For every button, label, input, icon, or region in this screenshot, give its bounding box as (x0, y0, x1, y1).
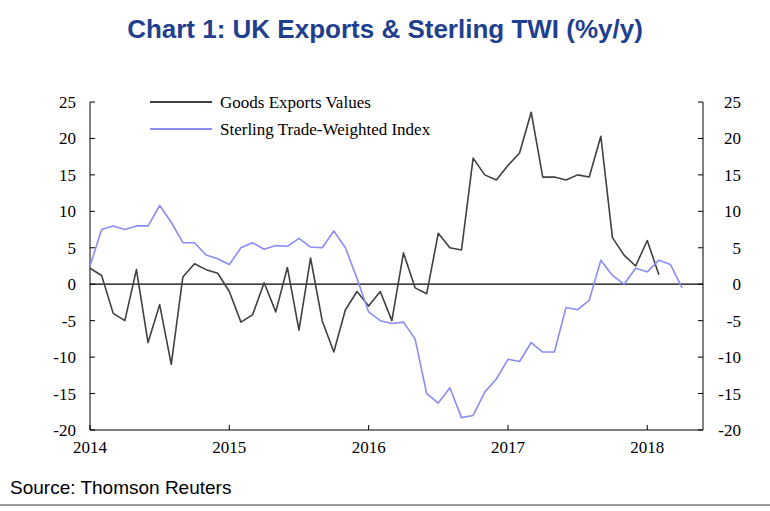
y-tick-label: 5 (68, 239, 77, 258)
y2-tick (698, 393, 703, 394)
y-tick-label: 0 (68, 275, 77, 294)
y-tick-label: 10 (59, 202, 76, 221)
chart: Chart 1: UK Exports & Sterling TWI (%y/y… (0, 0, 770, 511)
y-tick (90, 393, 95, 394)
series-line (90, 206, 682, 418)
title: Chart 1: UK Exports & Sterling TWI (%y/y… (127, 14, 643, 44)
plot-area (90, 112, 682, 417)
y2-tick (698, 357, 703, 358)
y2-tick (698, 211, 703, 212)
y2-tick-label: 15 (724, 166, 741, 185)
x-tick (368, 425, 369, 430)
x-tick (507, 425, 508, 430)
y-tick (90, 247, 95, 248)
y-tick-label: -5 (62, 312, 76, 331)
x-tick-label: 2018 (630, 438, 664, 457)
y-tick (90, 174, 95, 175)
y2-tick-label: 5 (733, 239, 742, 258)
legend-label: Sterling Trade-Weighted Index (220, 120, 431, 139)
y2-tick-label: 10 (724, 202, 741, 221)
y-tick-label: 20 (59, 129, 76, 148)
y-tick-label: 25 (59, 93, 76, 112)
y2-tick (698, 102, 703, 103)
x-tick-label: 2017 (491, 438, 526, 457)
x-tick (229, 425, 230, 430)
y-tick-label: 15 (59, 166, 76, 185)
y2-tick (698, 174, 703, 175)
y-tick-label: -15 (53, 385, 76, 404)
x-tick-label: 2016 (352, 438, 386, 457)
x-tick (90, 425, 91, 430)
x-axis-line (90, 430, 703, 431)
y2-tick-label: -10 (718, 348, 741, 367)
y2-tick-label: 25 (724, 93, 741, 112)
x-tick-label: 2014 (73, 438, 108, 457)
y2-tick (698, 138, 703, 139)
y-tick (90, 211, 95, 212)
legend-swatch (150, 128, 212, 130)
y-tick (90, 357, 95, 358)
chart-root: Chart 1: UK Exports & Sterling TWI (%y/y… (0, 0, 770, 511)
y2-axis-line (703, 102, 704, 430)
source: Source: Thomson Reuters (10, 477, 231, 498)
y2-tick (698, 247, 703, 248)
legend-label: Goods Exports Values (220, 93, 371, 112)
y2-tick (698, 430, 703, 431)
y-tick (90, 138, 95, 139)
y-tick (90, 102, 95, 103)
y2-tick (698, 320, 703, 321)
series-line (90, 112, 659, 364)
y-tick-label: -10 (53, 348, 76, 367)
y2-tick-label: -5 (727, 312, 741, 331)
x-tick-label: 2015 (212, 438, 246, 457)
y2-tick-label: 20 (724, 129, 741, 148)
legend-swatch (150, 101, 212, 103)
footer-rule (0, 504, 770, 506)
y2-tick-label: -20 (718, 421, 741, 440)
y2-tick-label: -15 (718, 385, 741, 404)
x-tick (647, 425, 648, 430)
y-tick (90, 430, 95, 431)
y2-tick-label: 0 (733, 275, 742, 294)
y-tick (90, 320, 95, 321)
